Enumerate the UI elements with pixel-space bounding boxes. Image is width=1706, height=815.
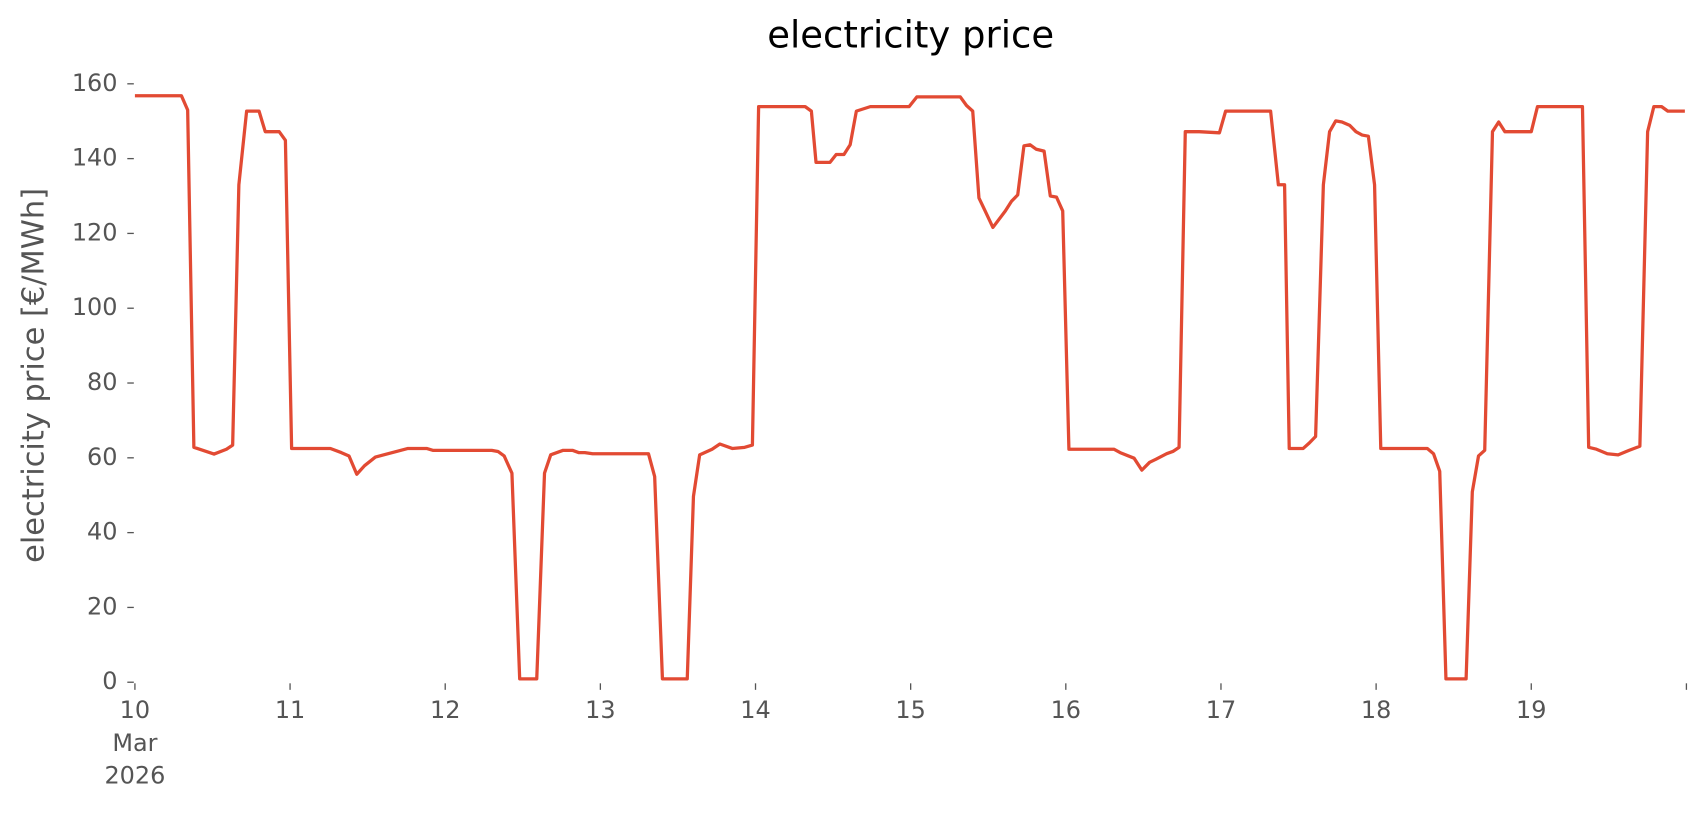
y-tick-label: 120 bbox=[72, 218, 118, 246]
x-tick-label: 17 bbox=[1205, 697, 1237, 725]
price-line bbox=[134, 94, 1685, 681]
y-tick-label: 0 bbox=[102, 667, 117, 695]
x-tick-label: 19 bbox=[1516, 697, 1547, 725]
y-tick-label: 80 bbox=[87, 368, 117, 396]
x-tick-label: 18 bbox=[1360, 697, 1392, 725]
x-tick-label-box: 16 bbox=[1050, 697, 1082, 725]
y-tick-label: 160 bbox=[72, 69, 118, 97]
chart-title: electricity price bbox=[767, 14, 1054, 57]
x-tick-label-box: 12 bbox=[429, 697, 461, 725]
y-tick-label: 20 bbox=[87, 592, 117, 620]
y-tick-label: 140 bbox=[72, 144, 118, 172]
x-tick-label-box: 10 Mar 2026 bbox=[104, 697, 166, 790]
x-tick-label: 12 bbox=[429, 697, 461, 725]
x-tick-label-box: 15 bbox=[895, 697, 926, 725]
x-tick-label-box: 19 bbox=[1516, 697, 1547, 725]
x-tick-label: 15 bbox=[895, 697, 926, 725]
x-tick-label-box: 18 bbox=[1360, 697, 1392, 725]
x-tick-label-box: 14 bbox=[740, 697, 771, 725]
x-tick-label: 13 bbox=[585, 697, 616, 725]
x-tick-label: 10 Mar 2026 bbox=[104, 697, 166, 790]
x-tick-label-box: 13 bbox=[585, 697, 616, 725]
x-tick-label: 14 bbox=[740, 697, 771, 725]
x-tick-label-box: 17 bbox=[1205, 697, 1237, 725]
x-tick-label: 16 bbox=[1050, 697, 1082, 725]
x-tick-label-box: 11 bbox=[274, 697, 306, 725]
y-axis-label: electricity price [€/MWh] bbox=[16, 188, 51, 563]
x-tick-label: 11 bbox=[274, 697, 306, 725]
y-tick-label: 60 bbox=[87, 443, 117, 471]
y-tick-label: 40 bbox=[87, 518, 117, 546]
y-tick-label: 100 bbox=[72, 293, 118, 321]
